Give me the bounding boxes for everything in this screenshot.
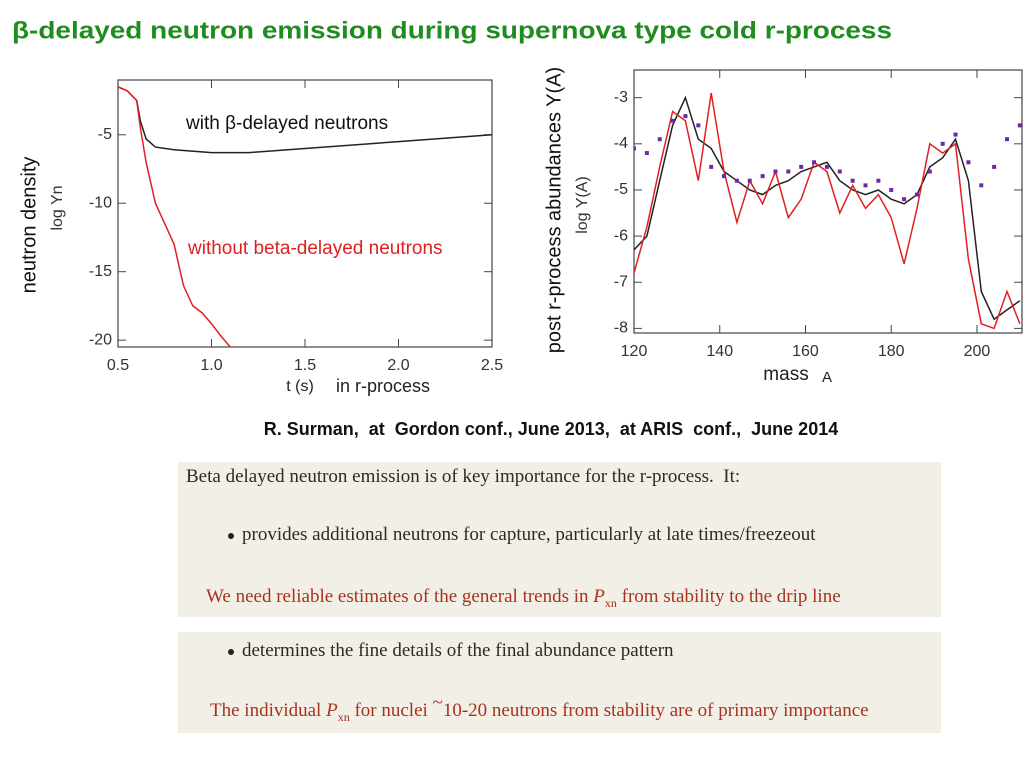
note-tilde: ~ bbox=[432, 692, 443, 713]
y-tick-label: -10 bbox=[89, 194, 112, 211]
text-box: determines the fine details of the final… bbox=[178, 632, 941, 733]
bullet-line: provides additional neutrons for capture… bbox=[228, 524, 815, 546]
data-point bbox=[1004, 137, 1009, 142]
data-point bbox=[786, 169, 791, 174]
data-point bbox=[966, 160, 971, 165]
data-point bbox=[799, 164, 804, 169]
data-point bbox=[747, 178, 752, 183]
y-axis-unit: log Y(A) bbox=[574, 176, 591, 234]
data-point bbox=[760, 174, 765, 179]
box-heading: Beta delayed neutron emission is of key … bbox=[186, 466, 741, 487]
data-point bbox=[644, 151, 649, 156]
data-line bbox=[634, 95, 1021, 321]
note-subscript: xn bbox=[604, 595, 617, 610]
x-axis-label: mass bbox=[763, 364, 808, 385]
data-point bbox=[863, 183, 868, 188]
data-point bbox=[914, 192, 919, 197]
bullet bbox=[228, 532, 234, 539]
data-point bbox=[812, 160, 817, 165]
y-tick-label: -6 bbox=[614, 227, 628, 244]
series-label: with β-delayed neutrons bbox=[185, 113, 388, 134]
x-tick-label: 0.5 bbox=[107, 357, 129, 374]
note-symbol: P bbox=[593, 586, 605, 607]
x-axis-label: t (s) bbox=[286, 378, 314, 395]
plot-frame bbox=[117, 79, 493, 348]
note-symbol: P bbox=[326, 700, 338, 721]
slide-title: β-delayed neutron emission during supern… bbox=[12, 17, 892, 44]
x-axis-note: A bbox=[822, 369, 832, 386]
plot-frame bbox=[633, 69, 1023, 334]
data-line bbox=[634, 92, 1021, 330]
y-axis-label: post r-process abundances Y(A) bbox=[543, 67, 565, 353]
x-axis-note: in r-process bbox=[336, 376, 430, 396]
y-tick-label: -7 bbox=[614, 273, 628, 290]
note-text: We need reliable estimates of the genera… bbox=[206, 586, 594, 607]
y-tick-label: -4 bbox=[614, 135, 628, 152]
series-label: without beta-delayed neutrons bbox=[187, 238, 443, 259]
note-line: The individual Pxn for nuclei ~10-20 neu… bbox=[210, 692, 869, 725]
y-tick-label: -8 bbox=[614, 320, 628, 337]
y-tick-label: -3 bbox=[614, 89, 628, 106]
data-point bbox=[1017, 123, 1022, 128]
x-tick-label: 140 bbox=[706, 343, 733, 360]
note-subscript: xn bbox=[337, 709, 350, 724]
y-tick-label: -20 bbox=[89, 331, 112, 348]
note-line: We need reliable estimates of the genera… bbox=[206, 586, 841, 611]
y-axis-label: neutron density bbox=[18, 157, 40, 294]
data-point bbox=[940, 141, 945, 146]
x-tick-label: 1.5 bbox=[294, 357, 316, 374]
citation: R. Surman, at Gordon conf., June 2013, a… bbox=[264, 419, 838, 439]
data-point bbox=[683, 114, 688, 119]
y-tick-label: -5 bbox=[98, 126, 112, 143]
x-tick-label: 180 bbox=[878, 343, 905, 360]
data-point bbox=[657, 137, 662, 142]
data-line bbox=[118, 86, 231, 347]
data-point bbox=[837, 169, 842, 174]
bullet bbox=[228, 648, 234, 655]
data-point bbox=[722, 174, 727, 179]
data-point bbox=[696, 123, 701, 128]
data-point bbox=[927, 169, 932, 174]
bullet-text: provides additional neutrons for capture… bbox=[242, 524, 816, 545]
data-point bbox=[709, 164, 714, 169]
bullet-text: determines the fine details of the final… bbox=[242, 640, 674, 661]
data-point bbox=[670, 118, 675, 123]
y-tick-label: -15 bbox=[89, 263, 112, 280]
note-text: 10-20 neutrons from stability are of pri… bbox=[442, 700, 869, 721]
data-point bbox=[824, 164, 829, 169]
x-tick-label: 200 bbox=[964, 343, 991, 360]
x-tick-label: 2.5 bbox=[481, 357, 503, 374]
data-point bbox=[992, 164, 997, 169]
note-text: from stability to the drip line bbox=[616, 586, 841, 607]
y-axis-unit: log Yn bbox=[49, 185, 66, 230]
x-tick-label: 1.0 bbox=[200, 357, 222, 374]
data-point bbox=[953, 132, 958, 137]
y-tick-label: -5 bbox=[614, 181, 628, 198]
data-point bbox=[876, 178, 881, 183]
bullet-line: determines the fine details of the final… bbox=[228, 640, 674, 662]
note-text: for nuclei bbox=[349, 700, 433, 721]
note-text: The individual bbox=[210, 700, 327, 721]
data-point bbox=[902, 197, 907, 202]
data-point bbox=[734, 178, 739, 183]
charts: β-delayed neutron emission during supern… bbox=[12, 17, 1023, 439]
x-tick-label: 160 bbox=[792, 343, 819, 360]
x-tick-label: 120 bbox=[621, 343, 648, 360]
data-point bbox=[979, 183, 984, 188]
data-point bbox=[850, 178, 855, 183]
text-box: Beta delayed neutron emission is of key … bbox=[178, 462, 941, 617]
data-point bbox=[634, 146, 636, 151]
x-tick-label: 2.0 bbox=[387, 357, 409, 374]
data-point bbox=[773, 169, 778, 174]
data-point bbox=[889, 187, 894, 192]
